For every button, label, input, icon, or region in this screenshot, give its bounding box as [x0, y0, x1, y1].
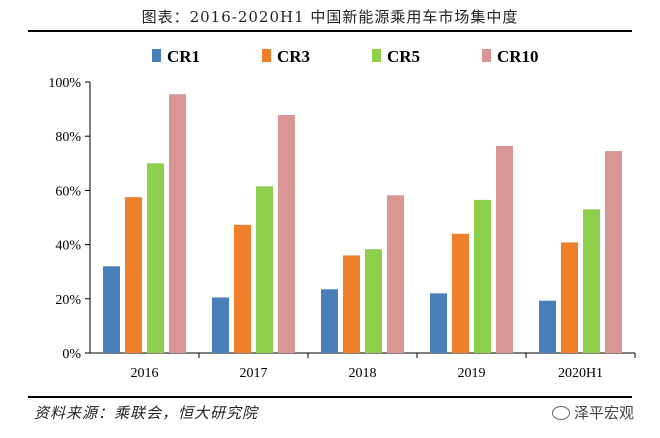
bar-cr10-2019 [496, 145, 513, 353]
x-tick-label: 2016 [131, 366, 159, 381]
bar-cr3-2017 [234, 224, 251, 353]
bar-cr3-2018 [343, 255, 360, 353]
bar-cr5-2016 [147, 163, 164, 353]
bar-cr5-2018 [365, 249, 382, 353]
legend-label-cr3: CR3 [277, 47, 310, 66]
bar-cr3-2016 [125, 197, 142, 353]
y-tick-label: 40% [55, 239, 81, 254]
bar-cr1-2017 [212, 297, 229, 353]
x-tick-label: 2018 [349, 366, 377, 381]
bar-cr10-2016 [169, 94, 186, 353]
x-tick-label: 2020H1 [558, 366, 603, 381]
legend-swatch-cr3 [262, 49, 271, 62]
bar-cr10-2018 [387, 195, 404, 353]
x-tick-label: 2019 [458, 366, 486, 381]
bar-cr10-2017 [278, 115, 295, 353]
chart-title: 图表：2016-2020H1 中国新能源乘用车市场集中度 [141, 8, 519, 26]
bar-cr1-2019 [430, 293, 447, 353]
bar-cr3-2020h1 [561, 242, 578, 353]
bar-cr1-2018 [321, 289, 338, 353]
wechat-icon [551, 405, 570, 420]
bar-cr1-2020h1 [539, 300, 556, 353]
y-tick-label: 80% [55, 130, 81, 145]
bar-cr5-2020h1 [583, 209, 600, 353]
bar-cr5-2019 [474, 199, 491, 353]
watermark-text: 泽平宏观 [573, 404, 634, 422]
bar-cr1-2016 [103, 266, 120, 353]
legend-label-cr10: CR10 [497, 47, 539, 66]
bar-cr10-2020h1 [605, 151, 622, 353]
legend-label-cr5: CR5 [387, 47, 420, 66]
y-tick-label: 100% [48, 76, 81, 91]
watermark: 泽平宏观 [551, 402, 634, 423]
y-tick-label: 0% [62, 347, 81, 362]
y-tick-label: 20% [55, 293, 81, 308]
bar-cr5-2017 [256, 186, 273, 353]
legend-label-cr1: CR1 [167, 47, 200, 66]
legend-swatch-cr10 [482, 49, 491, 62]
bottom-rule [28, 396, 632, 398]
bar-cr3-2019 [452, 233, 469, 353]
x-tick-label: 2017 [240, 366, 268, 381]
legend-swatch-cr1 [152, 49, 161, 62]
source-note: 资料来源：乘联会，恒大研究院 [34, 404, 259, 422]
legend-swatch-cr5 [372, 49, 381, 62]
y-tick-label: 60% [55, 184, 81, 199]
top-rule [28, 30, 632, 32]
